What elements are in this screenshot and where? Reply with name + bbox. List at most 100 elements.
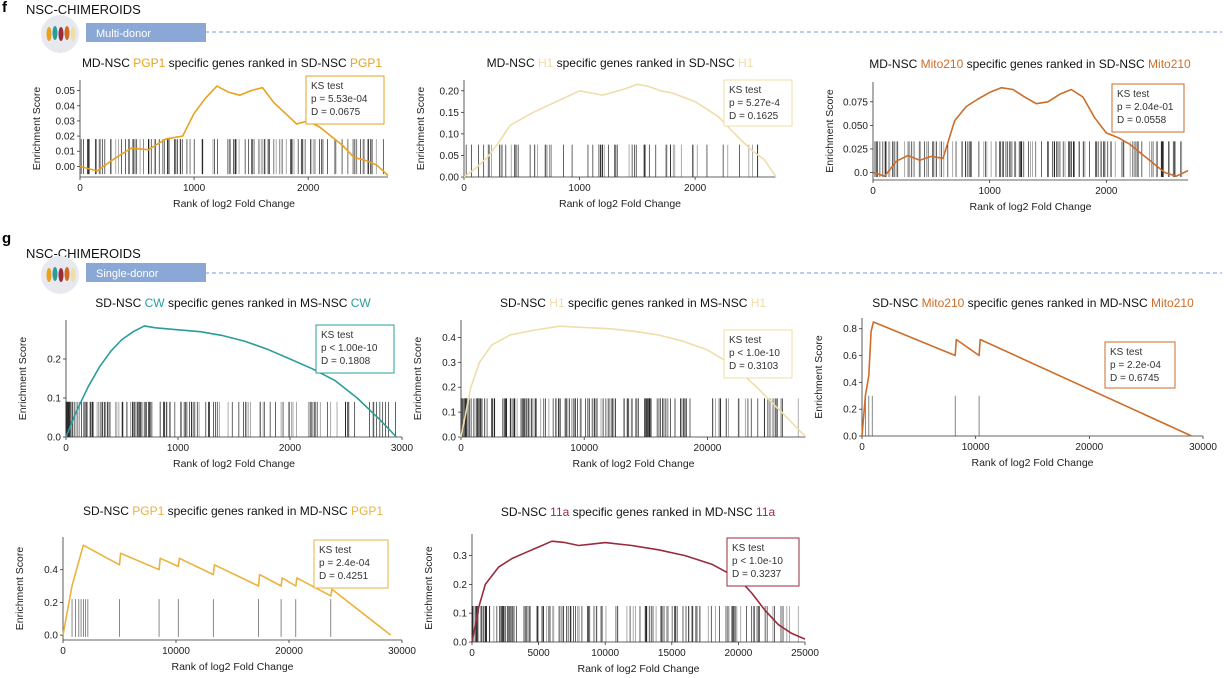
title-text: specific genes ranked in SD-NSC xyxy=(553,56,738,70)
y-tick-label: 0.0 xyxy=(453,638,467,649)
plot-title: MD-NSC H1 specific genes ranked in SD-NS… xyxy=(487,56,754,70)
section-g-header: g NSC-CHIMEROIDS Single-donor xyxy=(2,230,1222,294)
x-tick-label: 25000 xyxy=(791,648,819,659)
title-donor-name: H1 xyxy=(549,296,565,310)
plot-title: MD-NSC Mito210 specific genes ranked in … xyxy=(869,57,1191,71)
y-tick-label: 0.03 xyxy=(56,116,76,127)
x-axis-label: Rank of log2 Fold Change xyxy=(972,457,1094,469)
ks-test-d-statistic: D = 0.3237 xyxy=(732,569,782,580)
title-donor-name: 11a xyxy=(550,505,569,519)
x-tick-label: 0 xyxy=(77,183,83,194)
x-axis-label: Rank of log2 Fold Change xyxy=(173,198,295,210)
title-donor-name: PGP1 xyxy=(132,504,164,518)
gene-hit-barcode xyxy=(465,144,759,177)
ks-test-frame xyxy=(723,79,793,127)
title-text: SD-NSC xyxy=(83,504,132,518)
title-donor-name: 11a xyxy=(756,505,775,519)
x-tick-label: 1000 xyxy=(167,443,190,454)
y-tick-label: 0.4 xyxy=(442,333,456,344)
plot-title: SD-NSC PGP1 specific genes ranked in MD-… xyxy=(83,504,383,518)
ks-test-frame xyxy=(305,75,385,125)
x-tick-label: 0 xyxy=(461,183,467,194)
panel-letter-f: f xyxy=(2,0,8,16)
title-donor-name: Mito210 xyxy=(1148,57,1191,71)
ks-test-label: KS test xyxy=(319,545,351,556)
x-axis-label: Rank of log2 Fold Change xyxy=(559,198,681,210)
enrichment-curve xyxy=(62,544,392,636)
title-text: SD-NSC xyxy=(872,296,921,310)
title-donor-name: Mito210 xyxy=(921,57,964,71)
ks-test-box: KS test p < 1.0e-10 D = 0.3237 xyxy=(726,537,800,587)
gene-hit-barcode xyxy=(65,401,396,437)
title-donor-name: PGP1 xyxy=(133,56,165,70)
section-f-title: NSC-CHIMEROIDS xyxy=(26,2,141,17)
title-text: specific genes ranked in MD-NSC xyxy=(964,296,1151,310)
gene-hit-barcode xyxy=(874,141,1183,178)
title-donor-name: H1 xyxy=(738,56,754,70)
title-text: specific genes ranked in SD-NSC xyxy=(165,56,350,70)
ks-test-p-value: p = 2.4e-04 xyxy=(319,558,370,569)
title-donor-name: PGP1 xyxy=(351,504,383,518)
gene-hit-barcode xyxy=(460,398,799,437)
title-donor-name: Mito210 xyxy=(922,296,965,310)
x-tick-label: 10000 xyxy=(591,648,619,659)
enrichment-plot-7: 0.0 0.2 0.4 0 10000 20000 30000 Rank of log2 Fo… xyxy=(14,504,416,673)
x-tick-label: 3000 xyxy=(391,443,414,454)
ks-test-label: KS test xyxy=(311,81,343,92)
gene-hit-barcode xyxy=(71,599,332,637)
y-tick-label: 0.1 xyxy=(453,609,467,620)
title-text: SD-NSC xyxy=(501,505,550,519)
title-text: MD-NSC xyxy=(869,57,920,71)
title-donor-name: CW xyxy=(351,296,372,310)
ks-test-label: KS test xyxy=(729,335,761,346)
organoid-cells-icon xyxy=(46,267,76,282)
ks-test-box: KS test p = 5.27e-4 D = 0.1625 xyxy=(723,79,793,127)
section-f-pill-label: Multi-donor xyxy=(96,28,151,40)
x-tick-label: 30000 xyxy=(1189,442,1217,453)
ks-test-p-value: p = 5.53e-04 xyxy=(311,94,368,105)
y-tick-label: 0.20 xyxy=(440,86,460,97)
y-tick-label: 0.00 xyxy=(440,173,460,184)
ks-test-d-statistic: D = 0.1625 xyxy=(729,111,779,122)
ks-test-label: KS test xyxy=(729,85,761,96)
y-tick-label: 0.3 xyxy=(442,358,456,369)
plot-title: SD-NSC Mito210 specific genes ranked in … xyxy=(872,296,1194,310)
ks-test-box: KS test p = 2.4e-04 D = 0.4251 xyxy=(313,539,389,589)
title-donor-name: Mito210 xyxy=(1151,296,1194,310)
ks-test-label: KS test xyxy=(732,543,764,554)
y-tick-label: 0.2 xyxy=(453,580,467,591)
y-axis-label: Enrichment Score xyxy=(423,546,435,630)
x-axis-label: Rank of log2 Fold Change xyxy=(578,663,700,675)
ks-test-frame xyxy=(313,539,389,589)
y-axis-label: Enrichment Score xyxy=(17,337,29,421)
ks-test-frame xyxy=(1111,83,1185,133)
x-tick-label: 20000 xyxy=(275,646,303,657)
x-tick-label: 1000 xyxy=(568,183,591,194)
panel-letter-g: g xyxy=(2,230,11,247)
x-tick-label: 20000 xyxy=(694,443,722,454)
y-tick-label: 0.10 xyxy=(440,129,460,140)
ks-test-d-statistic: D = 0.6745 xyxy=(1110,373,1160,384)
y-tick-label: 0.4 xyxy=(44,565,58,576)
y-tick-label: 0.1 xyxy=(442,408,456,419)
ks-test-p-value: p < 1.00e-10 xyxy=(321,343,378,354)
y-tick-label: 0.2 xyxy=(442,383,456,394)
section-g-pill xyxy=(86,263,206,282)
title-text: specific genes ranked in MD-NSC xyxy=(164,504,351,518)
y-tick-label: 0.02 xyxy=(56,132,76,143)
ks-test-box: KS test p = 2.04e-01 D = 0.0558 xyxy=(1111,83,1185,133)
ks-test-label: KS test xyxy=(321,330,353,341)
x-tick-label: 0 xyxy=(870,186,876,197)
enrichment-curve xyxy=(861,321,1192,437)
plot-title: SD-NSC 11a specific genes ranked in MD-N… xyxy=(501,505,776,519)
y-tick-label: 0.00 xyxy=(56,162,76,173)
y-tick-label: 0.050 xyxy=(843,121,868,132)
x-tick-label: 2000 xyxy=(1095,186,1118,197)
title-text: specific genes ranked in MS-NSC xyxy=(565,296,751,310)
y-tick-label: 0.4 xyxy=(843,378,857,389)
title-text: SD-NSC xyxy=(500,296,549,310)
